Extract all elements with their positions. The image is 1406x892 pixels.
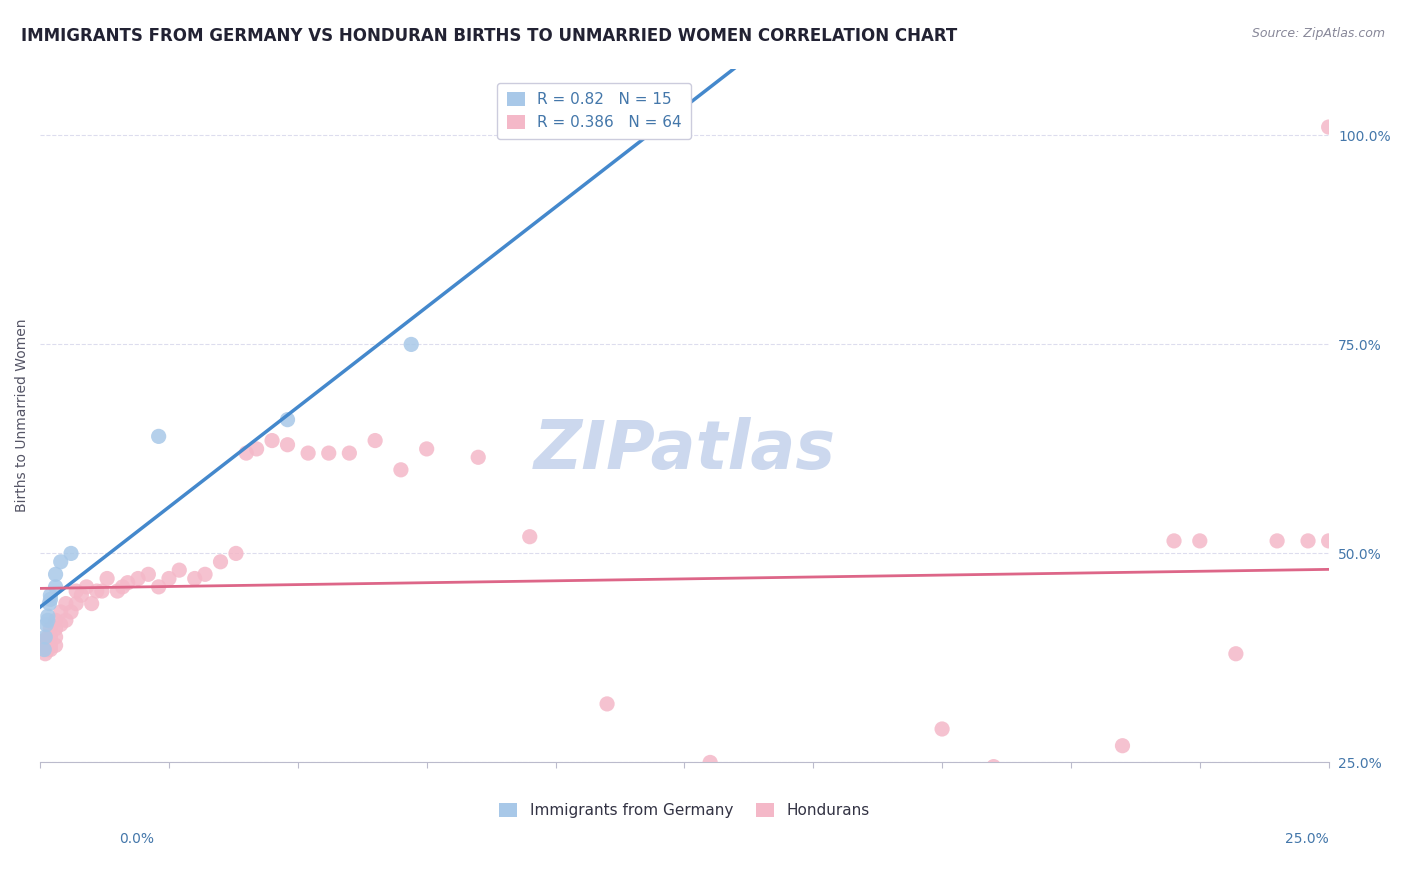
Point [1163,533,1185,548]
Point [34,639,56,653]
Point [60,546,83,560]
Point [127,572,149,586]
Point [235,446,257,460]
Point [107,584,129,599]
Text: IMMIGRANTS FROM GERMANY VS HONDURAN BIRTHS TO UNMARRIED WOMEN CORRELATION CHART: IMMIGRANTS FROM GERMANY VS HONDURAN BIRT… [21,27,957,45]
Point [467,450,489,465]
Point [260,434,283,448]
Point [34,630,56,644]
Point [45,622,67,636]
Point [39,639,62,653]
Point [39,630,62,644]
Point [45,567,67,582]
Text: 0.0%: 0.0% [120,832,155,846]
Point [55,613,77,627]
Point [55,597,77,611]
Point [65,597,87,611]
Point [49,617,72,632]
Point [519,530,541,544]
Point [65,584,87,599]
Point [1225,647,1247,661]
Point [194,567,217,582]
Point [184,572,207,586]
Point [70,588,93,602]
Point [111,580,134,594]
Point [245,442,267,456]
Point [931,722,953,736]
Point [39,588,62,602]
Point [157,572,180,586]
Point [49,605,72,619]
Point [35,617,58,632]
Text: 25.0%: 25.0% [1285,832,1329,846]
Point [297,446,319,460]
Point [86,584,108,599]
Point [1296,533,1319,548]
Point [596,697,619,711]
Point [1111,739,1133,753]
Legend: Immigrants from Germany, Hondurans: Immigrants from Germany, Hondurans [494,797,876,824]
Point [389,463,412,477]
Point [1317,533,1340,548]
Point [117,575,139,590]
Point [91,584,114,599]
Y-axis label: Births to Unmarried Women: Births to Unmarried Women [15,318,30,512]
Point [45,580,67,594]
Point [148,580,170,594]
Point [415,442,437,456]
Point [1033,764,1056,778]
Point [37,642,59,657]
Point [37,630,59,644]
Point [276,438,298,452]
Point [399,337,422,351]
Point [169,563,191,577]
Text: Source: ZipAtlas.com: Source: ZipAtlas.com [1251,27,1385,40]
Point [45,639,67,653]
Point [1265,533,1288,548]
Point [364,434,387,448]
Point [49,555,72,569]
Point [209,555,232,569]
Point [983,759,1005,773]
Point [699,756,721,770]
Point [45,613,67,627]
Point [148,429,170,443]
Point [39,592,62,607]
Point [45,630,67,644]
Point [80,597,103,611]
Text: ZIPatlas: ZIPatlas [533,417,835,483]
Point [1188,533,1211,548]
Point [32,642,55,657]
Point [60,605,83,619]
Point [37,609,59,624]
Point [318,446,340,460]
Point [31,634,53,648]
Point [1317,120,1340,134]
Point [37,613,59,627]
Point [39,622,62,636]
Point [225,546,247,560]
Point [276,412,298,426]
Point [38,597,60,611]
Point [337,446,360,460]
Point [138,567,160,582]
Point [96,572,118,586]
Point [828,835,851,849]
Point [76,580,98,594]
Point [34,647,56,661]
Point [39,642,62,657]
